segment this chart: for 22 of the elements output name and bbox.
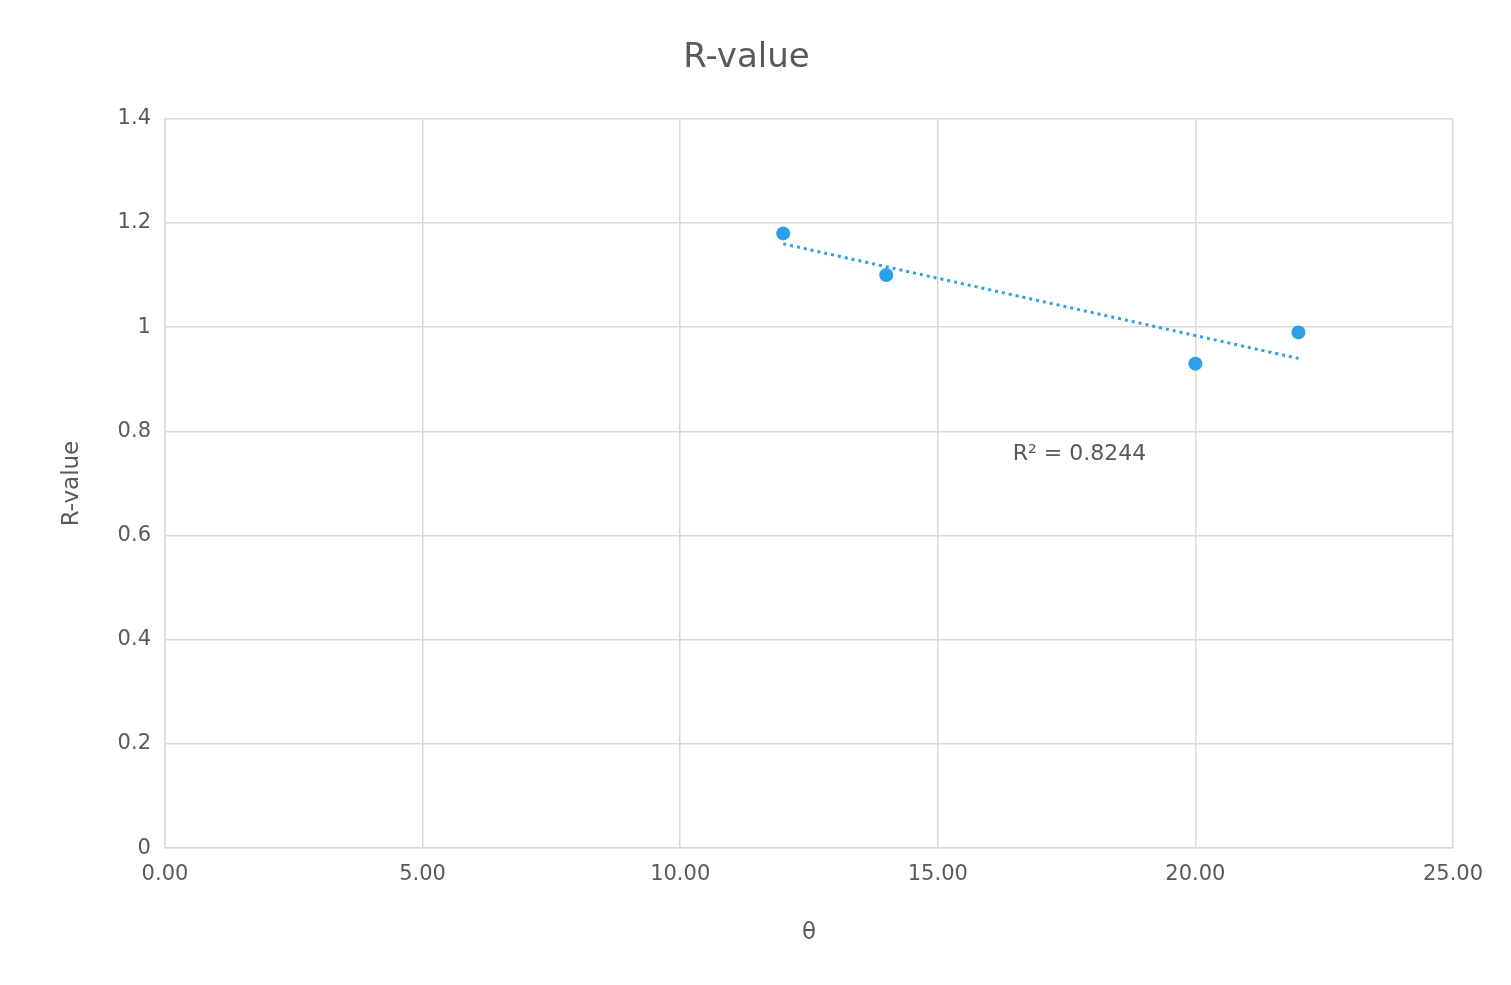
y-tick-label: 0.6 — [117, 522, 151, 547]
x-tick-label: 0.00 — [141, 861, 189, 886]
x-tick-label: 10.00 — [650, 861, 711, 886]
y-tick-label: 0.2 — [117, 730, 151, 755]
y-tick-label: 1 — [137, 313, 151, 338]
x-axis-title: θ — [801, 918, 817, 945]
y-tick-label: 0.4 — [117, 626, 151, 651]
point — [1188, 356, 1203, 371]
annotation: R² = 0.8244 — [1012, 440, 1147, 466]
x-tick-label: 25.00 — [1422, 861, 1484, 886]
y-axis-title: R-value — [56, 440, 83, 527]
x-tick-label: 15.00 — [907, 861, 968, 886]
x-tick-label: 20.00 — [1165, 861, 1226, 886]
y-tick-label: 0 — [137, 834, 151, 859]
y-tick-label: 1.2 — [117, 209, 151, 234]
chart-title: R-value — [683, 35, 810, 76]
point — [1291, 325, 1306, 340]
y-tick-label: 0.8 — [117, 417, 151, 442]
x-tick-label: 5.00 — [399, 861, 446, 886]
point — [879, 268, 894, 283]
y-tick-label: 1.4 — [117, 105, 151, 130]
point — [776, 226, 791, 241]
